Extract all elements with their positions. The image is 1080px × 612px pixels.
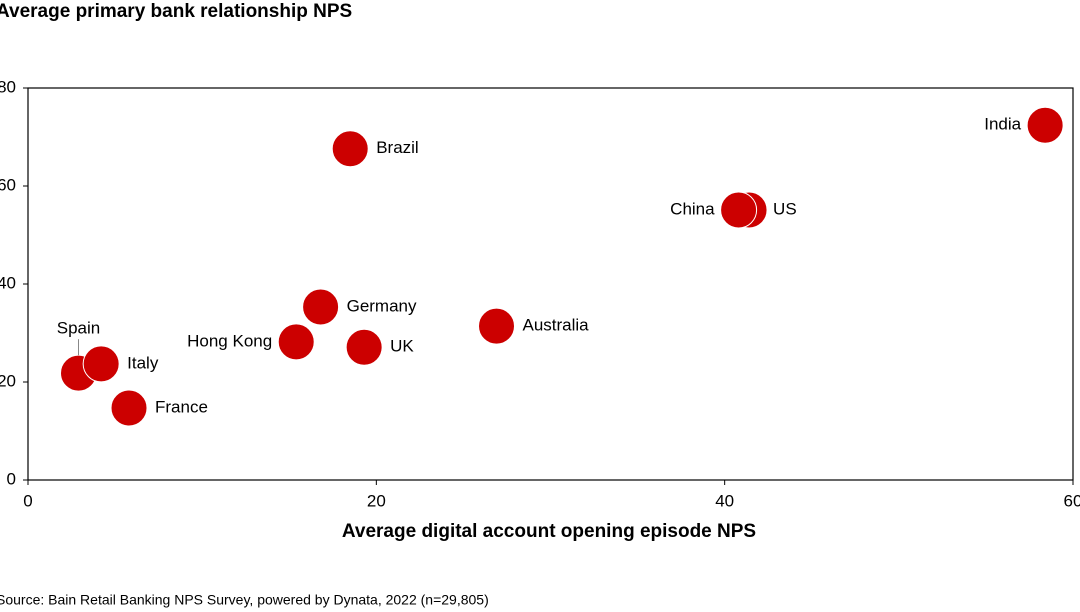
plot-frame [27,87,1074,481]
point-label: China [670,199,715,218]
x-tick-label: 0 [23,491,32,510]
point-label: Brazil [376,138,419,157]
y-tick-label: 80 [0,77,16,96]
point-label: Spain [57,319,100,338]
y-tick-label: 20 [0,371,16,390]
data-point [302,288,340,326]
chart-title: Average primary bank relationship NPS [0,1,352,22]
data-point [345,328,383,366]
point-label: India [984,115,1021,134]
data-point [82,345,120,383]
y-tick-label: 60 [0,175,16,194]
point-label: US [773,199,797,218]
x-axis-title: Average digital account opening episode … [342,521,756,542]
x-tick-label: 20 [367,491,386,510]
y-tick-label: 0 [7,469,16,488]
data-point [1026,106,1064,144]
data-point [110,389,148,427]
data-point [331,130,369,168]
y-tick-label: 40 [0,273,16,292]
point-label: Hong Kong [187,331,272,350]
data-point [720,191,758,229]
data-point [478,307,516,345]
x-tick-label: 40 [715,491,734,510]
point-label: Germany [347,297,417,316]
x-tick-label: 60 [1064,491,1080,510]
point-label: France [155,397,208,416]
data-point [277,323,315,361]
point-label: Italy [127,353,159,372]
source-note: Source: Bain Retail Banking NPS Survey, … [0,592,489,608]
point-label: Australia [523,316,590,335]
point-label: UK [390,337,414,356]
